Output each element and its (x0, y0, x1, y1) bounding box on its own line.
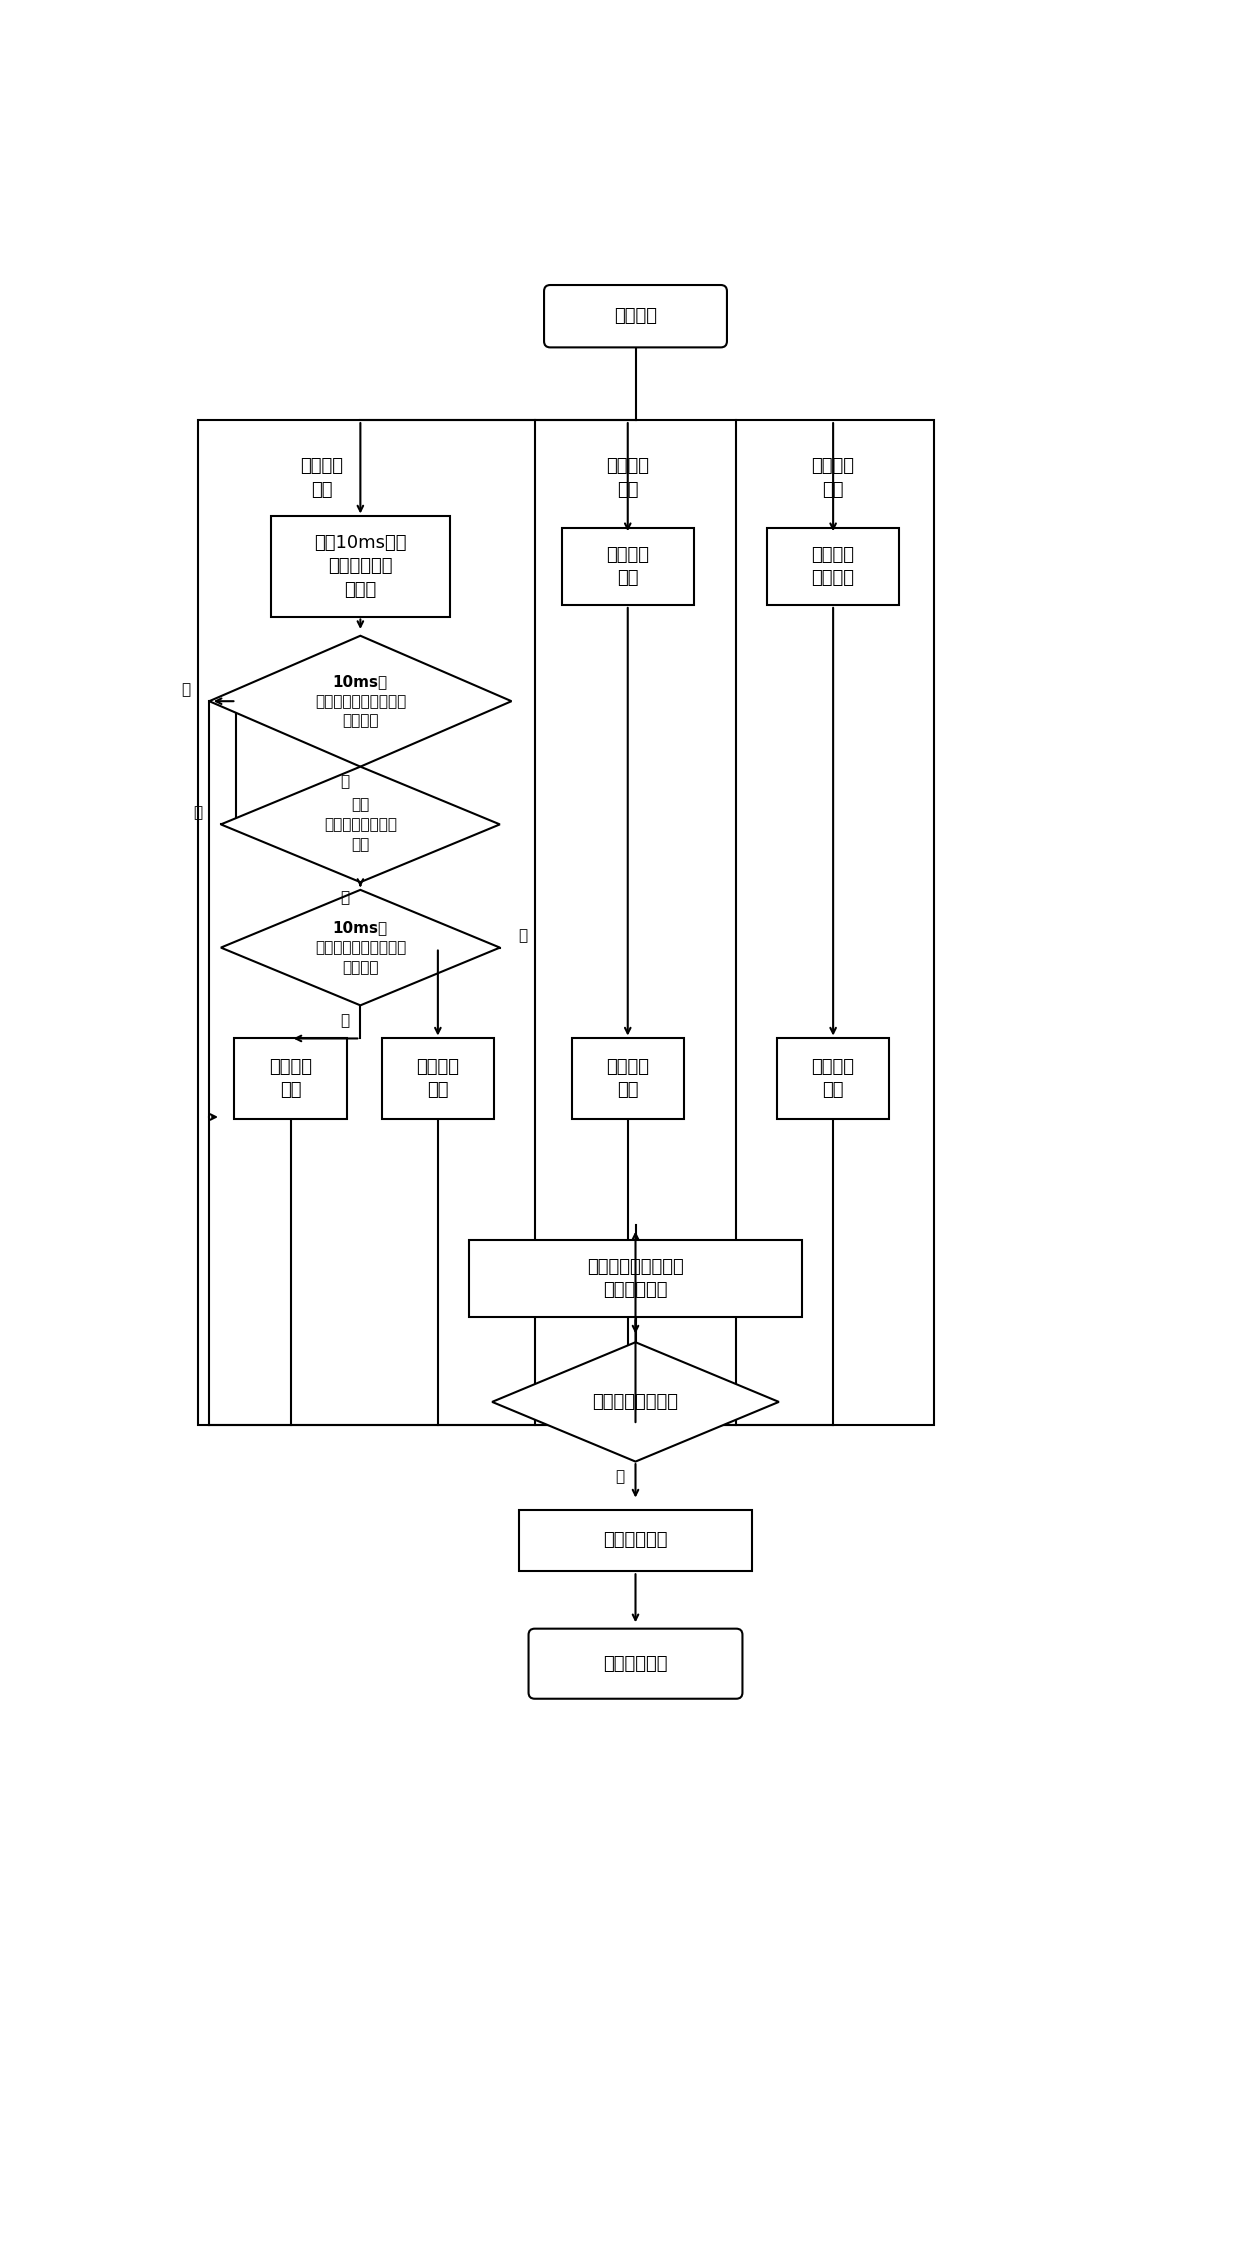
Text: 否: 否 (181, 682, 191, 698)
Text: 错误信息
输出: 错误信息 输出 (812, 1058, 854, 1100)
FancyBboxPatch shape (528, 1629, 743, 1699)
Text: 拼接光子、光子速率
以及错误信息: 拼接光子、光子速率 以及错误信息 (587, 1258, 684, 1300)
Text: 10ms内
光子脉冲指示信号数量
小于阈值: 10ms内 光子脉冲指示信号数量 小于阈值 (315, 920, 405, 974)
Polygon shape (221, 767, 500, 882)
Bar (272, 518, 449, 616)
Bar (520, 1510, 751, 1570)
Text: 否: 否 (518, 929, 528, 943)
Text: 是: 是 (340, 891, 350, 904)
Polygon shape (221, 889, 500, 1006)
Text: 当前
光子拼接路径传输
结束: 当前 光子拼接路径传输 结束 (324, 796, 397, 853)
Text: 是否达到一包数据: 是否达到一包数据 (593, 1393, 678, 1411)
Polygon shape (492, 1343, 779, 1462)
Text: 输出光子
速率: 输出光子 速率 (606, 1058, 650, 1100)
Text: 是: 是 (340, 1012, 350, 1028)
Text: 光子拼接
判别: 光子拼接 判别 (300, 457, 343, 500)
Bar (197, 421, 934, 1424)
Text: 否: 否 (193, 806, 202, 821)
Polygon shape (210, 637, 511, 767)
Text: 程序入口: 程序入口 (614, 308, 657, 326)
Text: 返回程序入口: 返回程序入口 (603, 1654, 668, 1672)
Text: 高速光子
拼接: 高速光子 拼接 (417, 1058, 459, 1100)
Bar (382, 1037, 494, 1118)
Bar (234, 1037, 347, 1118)
Bar (469, 1240, 802, 1316)
Text: 系统错误
信息判别: 系统错误 信息判别 (812, 547, 854, 587)
Text: 低速光子
拼接: 低速光子 拼接 (269, 1058, 312, 1100)
Text: 光子速率
计算: 光子速率 计算 (606, 457, 650, 500)
Text: 计算10ms内光
子脉冲指示信
号数量: 计算10ms内光 子脉冲指示信 号数量 (314, 533, 407, 598)
Text: 是: 是 (615, 1469, 625, 1485)
Bar (572, 1037, 684, 1118)
FancyBboxPatch shape (544, 286, 727, 346)
Bar (562, 529, 693, 605)
Text: 上传一包数据: 上传一包数据 (603, 1532, 668, 1550)
Text: 计算光子
速率: 计算光子 速率 (606, 547, 650, 587)
Bar (768, 529, 899, 605)
Bar (777, 1037, 889, 1118)
Text: 是: 是 (340, 774, 350, 790)
Text: 错误信息
处理: 错误信息 处理 (812, 457, 854, 500)
Text: 10ms内
光子脉冲指示信号数量
跨越阈值: 10ms内 光子脉冲指示信号数量 跨越阈值 (315, 675, 405, 729)
